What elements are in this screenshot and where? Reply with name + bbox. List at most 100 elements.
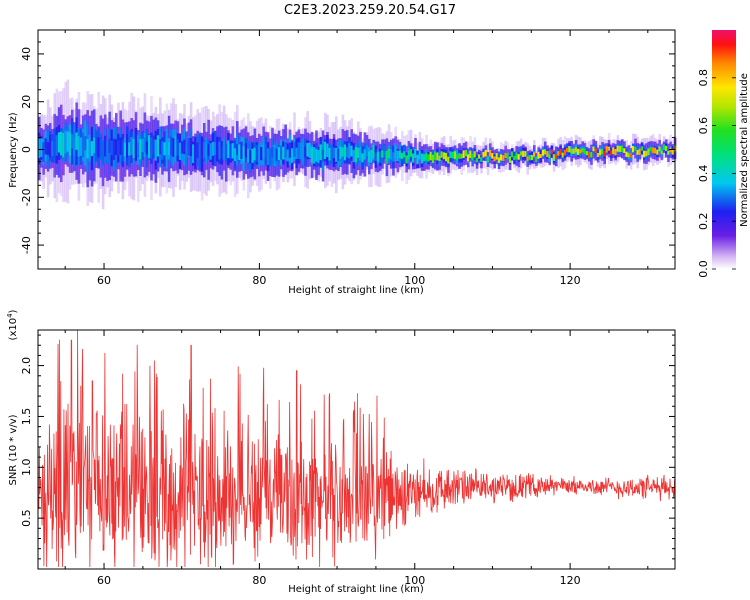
spectrogram-cell	[555, 154, 558, 159]
spectrogram-cell	[385, 150, 389, 164]
spectrogram-cell	[277, 147, 281, 161]
spectrogram-cell	[46, 142, 50, 155]
spectrogram-cell	[401, 152, 404, 160]
spectrogram-cell	[398, 151, 402, 159]
spectrogram-cell	[383, 145, 386, 158]
spectrogram-cell	[165, 138, 169, 159]
spectrogram-cell	[337, 148, 340, 161]
spectrogram-cell	[449, 151, 452, 158]
spectrogram-cell	[478, 154, 481, 159]
spectrogram-cell	[317, 150, 320, 163]
spectrogram-cell	[511, 151, 514, 158]
spectrogram-cell	[38, 138, 41, 159]
colorbar-tick-label: 0.2	[697, 212, 710, 230]
spectrogram-cell	[431, 154, 435, 163]
spectrogram-cell	[207, 143, 210, 156]
spectrogram-x-tick-label: 60	[97, 274, 111, 287]
spectrogram-cell	[359, 146, 362, 161]
spectrogram-cell	[288, 142, 292, 158]
spectrogram-cell	[603, 150, 606, 157]
spectrogram-cell	[244, 143, 248, 158]
spectrogram-cell	[53, 136, 56, 155]
spectrogram-cell	[423, 154, 426, 162]
spectrogram-cell	[304, 146, 307, 158]
spectrogram-cell	[548, 154, 551, 159]
spectrogram-cell	[568, 146, 571, 153]
spectrogram-cell	[517, 154, 521, 160]
spectrogram-cell	[574, 147, 578, 153]
snr-series-line	[38, 330, 675, 567]
spectrogram-cell	[480, 157, 483, 162]
spectrogram-cell	[354, 147, 358, 162]
spectrogram-cell	[332, 147, 336, 159]
spectrogram-cell	[557, 151, 560, 156]
spectrogram-cell	[104, 135, 107, 157]
spectrogram-cell	[108, 138, 111, 153]
spectrogram-cell	[601, 148, 604, 155]
spectrogram-y-tick-label: -40	[20, 236, 33, 254]
spectrogram-cell	[75, 132, 78, 150]
spectrogram-cell	[361, 153, 364, 163]
spectrogram-cell	[68, 132, 72, 156]
spectrogram-cell	[262, 144, 265, 158]
spectrogram-cell	[660, 150, 664, 154]
spectrogram-cell	[64, 130, 67, 154]
spectrogram-cell	[60, 131, 63, 156]
spectrogram-cell	[291, 148, 294, 163]
spectrogram-cell	[57, 132, 61, 153]
spectrogram-cell	[183, 139, 186, 155]
spectrogram-ylabel: Frequency (Hz)	[8, 112, 19, 188]
spectrogram-cell	[489, 150, 492, 157]
spectrogram-cell	[141, 138, 144, 152]
spectrogram-cell	[370, 149, 373, 163]
spectrogram-cell	[154, 139, 158, 161]
snr-y-tick-label: 0.5	[20, 509, 33, 527]
spectrogram-cell	[167, 142, 171, 156]
spectrogram-cell	[623, 148, 626, 154]
spectrogram-cell	[42, 142, 45, 162]
snr-x-tick-label: 100	[404, 574, 425, 587]
spectrogram-cell	[368, 151, 371, 162]
spectrogram-cell	[484, 149, 488, 157]
spectrogram-cell	[651, 147, 655, 154]
spectrogram-cell	[493, 156, 496, 162]
spectrogram-cell	[115, 139, 118, 156]
spectrogram-cell	[376, 152, 380, 162]
spectrogram-cell	[51, 141, 54, 156]
spectrogram-cell	[240, 141, 243, 159]
spectrogram-cell	[436, 152, 439, 161]
spectrogram-cell	[315, 148, 318, 162]
spectrogram-cell	[671, 149, 675, 155]
spectrogram-cell	[62, 133, 65, 158]
spectrogram-cell	[326, 143, 329, 157]
spectrogram-cell	[420, 153, 424, 164]
spectrogram-cell	[137, 142, 140, 158]
spectrogram-cell	[203, 141, 206, 159]
spectrogram-x-tick-label: 100	[404, 274, 425, 287]
spectrogram-cell	[409, 149, 413, 157]
spectrogram-cell	[236, 144, 239, 155]
spectrogram-cell	[537, 151, 540, 159]
spectrogram-cell	[405, 155, 408, 164]
spectrogram-cell	[255, 144, 259, 162]
spectrogram-cell	[310, 147, 314, 163]
snr-y-tick-label: 2.0	[20, 357, 33, 375]
spectrogram-cell	[117, 140, 120, 156]
spectrogram-cell	[515, 152, 518, 160]
spectrogram-cell	[130, 137, 133, 156]
spectrogram-cell	[249, 150, 252, 164]
spectrogram-y-tick-label: 40	[20, 47, 33, 61]
spectrogram-cell	[451, 151, 455, 159]
spectrogram-cell	[341, 147, 345, 157]
spectrogram-cell	[625, 151, 628, 157]
snr-x-tick-label: 120	[560, 574, 581, 587]
spectrogram-cell	[445, 152, 448, 162]
spectrogram-cell	[55, 135, 59, 156]
spectrogram-cell	[629, 152, 633, 158]
snr-y-tick-label: 1.5	[20, 408, 33, 426]
spectrogram-cell	[163, 142, 166, 156]
colorbar-tick-label: 0.4	[697, 165, 710, 183]
spectrogram-cell	[418, 151, 422, 159]
spectrogram-cell	[581, 147, 584, 153]
